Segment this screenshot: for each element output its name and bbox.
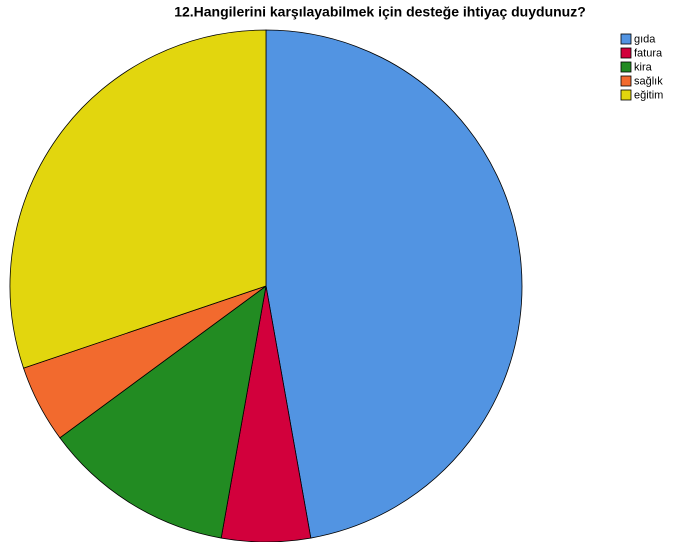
- chart-title: 12.Hangilerini karşılayabilmek için dest…: [174, 4, 586, 20]
- pie-slice: [265, 29, 523, 539]
- pie-slice: [9, 29, 267, 369]
- pie-slice: [59, 285, 267, 539]
- legend-swatch: [620, 33, 632, 45]
- legend-label: sağlık: [634, 75, 663, 87]
- legend-label: kira: [634, 61, 653, 73]
- legend-label: fatura: [634, 47, 663, 59]
- legend-swatch: [620, 89, 632, 101]
- legend-label: gıda: [634, 33, 656, 45]
- legend-label: eğitim: [634, 89, 663, 101]
- legend-swatch: [620, 47, 632, 59]
- legend-swatch: [620, 61, 632, 73]
- legend-swatch: [620, 75, 632, 87]
